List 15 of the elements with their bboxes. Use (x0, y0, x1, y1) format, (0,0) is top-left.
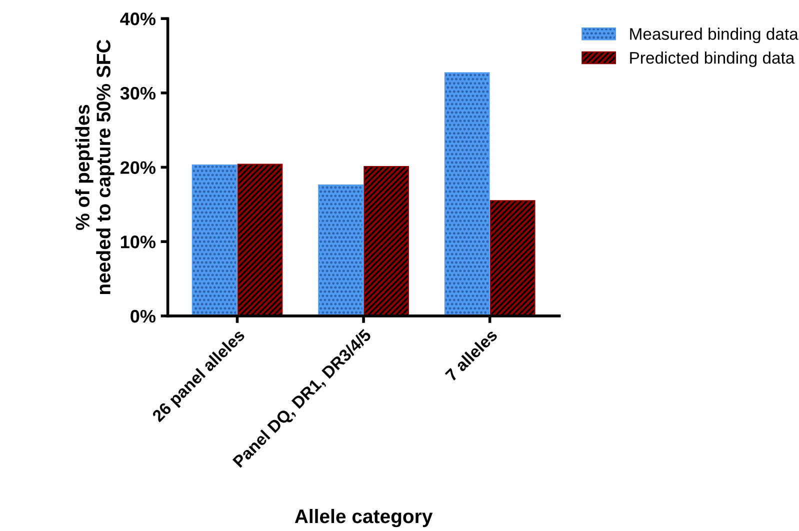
y-tick-label: 20% (120, 161, 156, 174)
y-tick-label: 10% (120, 236, 156, 248)
y-axis-title: % of peptides needed to capture 50% SFC (75, 40, 114, 294)
y-tick-label: 40% (120, 12, 156, 26)
bar (364, 166, 409, 316)
bar (237, 164, 283, 316)
y-tick-label: 30% (120, 86, 156, 100)
bar (444, 72, 490, 316)
bar (318, 184, 364, 316)
x-axis-title: Allele category (294, 508, 433, 528)
bar (192, 164, 238, 316)
y-tick-label: 0% (130, 310, 156, 323)
legend-label: Predicted binding data (630, 52, 795, 68)
legend-label: Measured binding data (630, 28, 798, 44)
bar (490, 200, 536, 316)
